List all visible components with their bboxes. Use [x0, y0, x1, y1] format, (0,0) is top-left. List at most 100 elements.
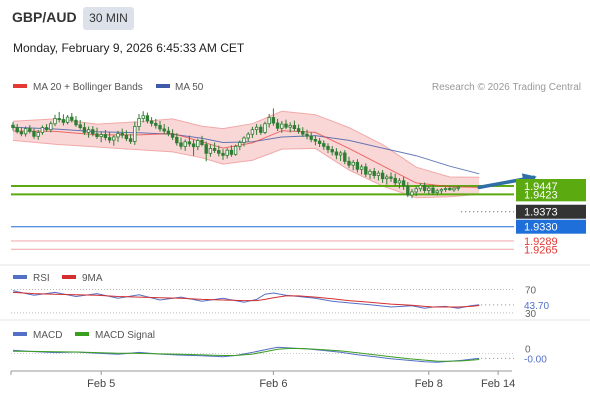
candle [305, 129, 309, 140]
candle [175, 133, 179, 146]
candle-body [250, 129, 255, 135]
candle [191, 139, 196, 156]
macd-legend: MACD MACD Signal [13, 330, 155, 341]
candle [204, 141, 208, 162]
candle-body [372, 170, 376, 176]
candle [70, 112, 74, 123]
time-axis: Feb 5 Feb 6 Feb 8 Feb 14 [10, 371, 515, 390]
candle-body [158, 125, 162, 130]
candle [187, 135, 192, 147]
candle-body [70, 116, 74, 121]
candle [250, 126, 255, 138]
candle [154, 118, 158, 129]
rsi-legend-swatch [13, 275, 27, 279]
candle-body [368, 170, 372, 175]
macd-legend-label: MACD [33, 330, 62, 341]
candle-body [23, 128, 28, 135]
candle-body [305, 133, 309, 137]
candle [44, 124, 49, 132]
current-price-box [516, 204, 586, 219]
candle-body [82, 127, 87, 133]
pair-title: GBP/AUD [12, 9, 77, 25]
candle-body [347, 160, 351, 166]
candle [15, 124, 19, 134]
candle-body [435, 190, 439, 194]
candle-body [32, 130, 36, 137]
candle [406, 182, 410, 198]
candle [162, 124, 166, 135]
macd-line [12, 346, 480, 363]
timeframe-button[interactable]: 30 MIN [83, 7, 134, 30]
candle [128, 134, 133, 144]
candle-body [212, 148, 217, 151]
candle [229, 145, 234, 157]
candle-body [137, 118, 141, 127]
candle [82, 122, 87, 135]
candle-body [44, 127, 49, 131]
rsi-tick-label: 70 [525, 286, 537, 297]
level-label-box-green [516, 179, 586, 202]
candle-body [217, 150, 221, 154]
candle [355, 159, 360, 173]
candle-body [271, 117, 276, 124]
candle [28, 125, 32, 134]
rsi-line [12, 290, 480, 309]
level-label: 1.9447 [524, 181, 558, 193]
candle-body [191, 143, 196, 148]
level-label: 1.9423 [524, 189, 558, 201]
candle-body [141, 115, 145, 119]
candle [183, 139, 187, 151]
candle [427, 185, 431, 195]
candle-body [288, 125, 292, 128]
candle-body [246, 133, 250, 139]
candle-body [389, 176, 393, 179]
macd-signal-line [12, 347, 480, 362]
candle-body [456, 186, 460, 189]
candle-body [120, 133, 124, 136]
candle [393, 173, 397, 186]
candle [376, 170, 381, 181]
candle [271, 108, 276, 126]
candle [19, 127, 24, 137]
candle-body [225, 149, 229, 156]
candle-body [183, 141, 187, 147]
candle-body [376, 172, 381, 176]
candle [338, 150, 343, 161]
candle-body [452, 187, 456, 191]
candle-body [326, 145, 330, 150]
candle [149, 117, 154, 127]
candle-body [78, 124, 82, 128]
level-label-red: 1.9265 [524, 244, 558, 256]
candle-body [74, 119, 78, 126]
candle [99, 131, 103, 143]
candle [141, 111, 145, 123]
candle-body [292, 125, 297, 130]
candle-body [351, 161, 355, 166]
candle [359, 164, 364, 175]
main-legend: MA 20 + Bollinger Bands MA 50 Research ©… [13, 82, 581, 93]
candle [372, 167, 376, 179]
candle [259, 124, 263, 135]
candle [196, 138, 200, 151]
candle [275, 118, 280, 132]
candle-body [99, 134, 103, 138]
candle [40, 125, 45, 135]
candle-body [208, 148, 213, 154]
candle-body [267, 117, 271, 125]
candle [385, 174, 389, 185]
candle-body [91, 129, 95, 135]
candle-body [128, 138, 133, 142]
candle-body [313, 138, 318, 142]
candle-body [401, 180, 406, 187]
candle-body [380, 172, 385, 180]
candle [435, 188, 439, 196]
candle [343, 150, 347, 165]
macd-pane: 0-0.00 [11, 344, 547, 365]
candle [322, 140, 326, 150]
research-credit: Research © 2026 Trading Central [432, 82, 581, 93]
candle-body [204, 144, 208, 154]
candle [410, 189, 414, 199]
